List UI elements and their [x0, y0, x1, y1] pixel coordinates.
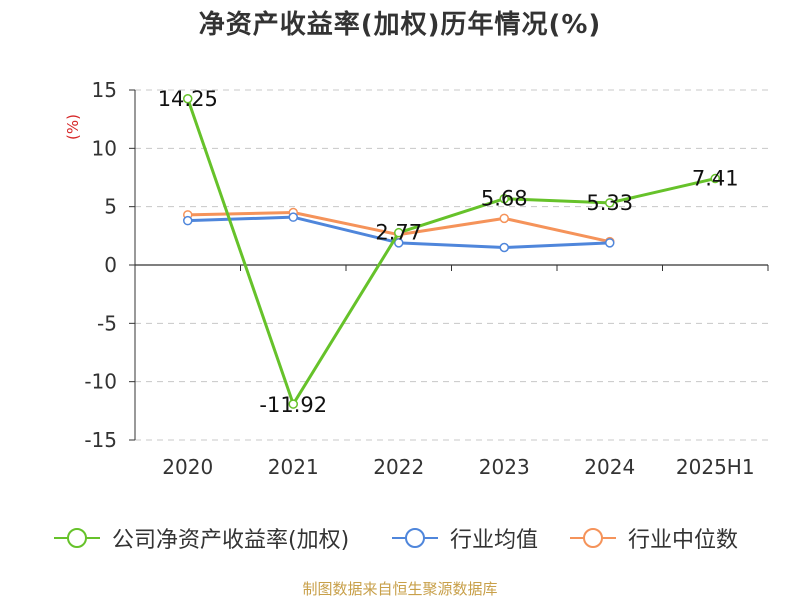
series-point-0	[710, 173, 720, 184]
y-tick-label: 0	[104, 253, 117, 277]
axes: 15 10 5 0 -5 -10 -15 2020 2021 2022 2023 2024 2025H1	[84, 78, 769, 479]
data-label: -11.92	[259, 393, 327, 417]
legend-company-line-icon	[52, 526, 102, 550]
series-point-0	[183, 94, 193, 104]
y-axis-label: (%)	[64, 114, 82, 140]
y-tick-label: -15	[84, 428, 117, 452]
y-tick-label: -10	[84, 370, 117, 394]
legend-industry-avg-line-icon	[390, 526, 440, 550]
data-label: 2.77	[375, 221, 422, 245]
data-label: 5.33	[586, 191, 633, 215]
series-point-1	[183, 215, 193, 226]
series-point-1	[605, 238, 615, 248]
series-point-1	[394, 238, 404, 248]
series-point-0	[394, 227, 404, 238]
chart-title: 净资产收益率(加权)历年情况(%)	[198, 10, 602, 40]
y-tick-label: 5	[104, 195, 117, 219]
data-label: 7.41	[692, 167, 739, 191]
data-label: 14.25	[158, 87, 218, 111]
series	[183, 94, 720, 409]
source-footer: 制图数据来自恒生聚源数据库	[302, 580, 498, 598]
legend-company-label: 公司净资产收益率(加权)	[112, 528, 350, 553]
series-point-0	[499, 193, 509, 204]
data-labels: 14.25 -11.92 2.77 5.68 5.33 7.41	[158, 87, 739, 417]
series-line-0	[186, 98, 716, 406]
x-tick-label: 2021	[268, 455, 319, 479]
x-tick-label: 2020	[162, 455, 213, 479]
series-point-0	[605, 198, 615, 208]
y-tick-label: 15	[92, 78, 117, 102]
x-tick-label: 2025H1	[676, 455, 755, 479]
y-tick-label: -5	[97, 311, 117, 335]
legend-industry-avg[interactable]: 行业均值	[390, 522, 538, 554]
legend-industry-avg-label: 行业均值	[450, 528, 539, 553]
y-tick-label: 10	[92, 136, 117, 160]
series-point-2	[499, 213, 509, 224]
legend-industry-median[interactable]: 行业中位数	[568, 522, 738, 554]
legend-industry-median-line-icon	[568, 526, 618, 550]
legend-company[interactable]: 公司净资产收益率(加权)	[52, 522, 349, 554]
x-tick-label: 2022	[373, 455, 424, 479]
data-label: 5.68	[481, 187, 528, 211]
x-tick-label: 2024	[584, 455, 635, 479]
series-point-1	[499, 242, 509, 253]
legend-industry-median-label: 行业中位数	[628, 528, 739, 553]
series-point-1	[288, 212, 298, 222]
series-point-0	[288, 399, 298, 409]
x-tick-label: 2023	[479, 455, 530, 479]
